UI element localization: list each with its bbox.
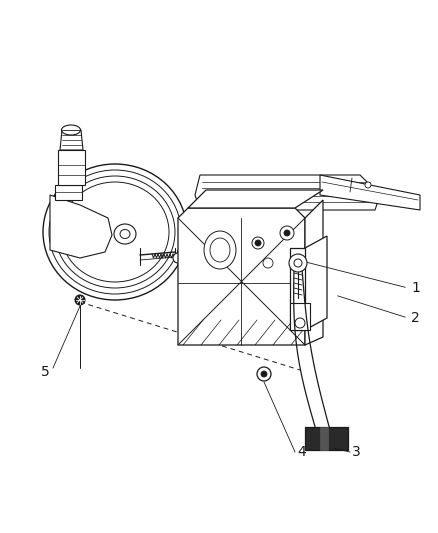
Polygon shape <box>320 175 420 210</box>
Text: 5: 5 <box>41 365 50 379</box>
Polygon shape <box>50 195 112 258</box>
Circle shape <box>365 182 371 188</box>
Polygon shape <box>55 185 82 200</box>
Ellipse shape <box>61 125 81 135</box>
Text: 1: 1 <box>411 281 420 295</box>
Text: 2: 2 <box>411 311 420 325</box>
Text: 3: 3 <box>352 445 361 459</box>
Ellipse shape <box>49 170 181 294</box>
Ellipse shape <box>43 164 187 300</box>
Polygon shape <box>60 130 83 150</box>
Polygon shape <box>290 248 305 330</box>
Circle shape <box>255 240 261 246</box>
Circle shape <box>280 226 294 240</box>
Ellipse shape <box>204 231 236 269</box>
Polygon shape <box>305 427 348 450</box>
Polygon shape <box>195 175 380 210</box>
Circle shape <box>351 184 359 192</box>
Circle shape <box>336 184 344 192</box>
Circle shape <box>284 230 290 236</box>
Circle shape <box>252 237 264 249</box>
Circle shape <box>289 254 307 272</box>
Circle shape <box>294 259 302 267</box>
Polygon shape <box>58 150 85 185</box>
Polygon shape <box>305 236 327 330</box>
Circle shape <box>263 258 273 268</box>
Ellipse shape <box>120 230 130 238</box>
Polygon shape <box>178 208 305 345</box>
Ellipse shape <box>55 176 175 288</box>
Polygon shape <box>290 303 310 330</box>
Ellipse shape <box>61 182 169 282</box>
Circle shape <box>173 253 183 263</box>
Circle shape <box>295 318 305 328</box>
Circle shape <box>75 295 85 305</box>
Polygon shape <box>320 427 328 450</box>
Circle shape <box>261 371 267 377</box>
Circle shape <box>257 367 271 381</box>
Text: 4: 4 <box>297 445 306 459</box>
Ellipse shape <box>210 238 230 262</box>
Ellipse shape <box>114 224 136 244</box>
Polygon shape <box>305 200 323 345</box>
Polygon shape <box>188 190 323 208</box>
